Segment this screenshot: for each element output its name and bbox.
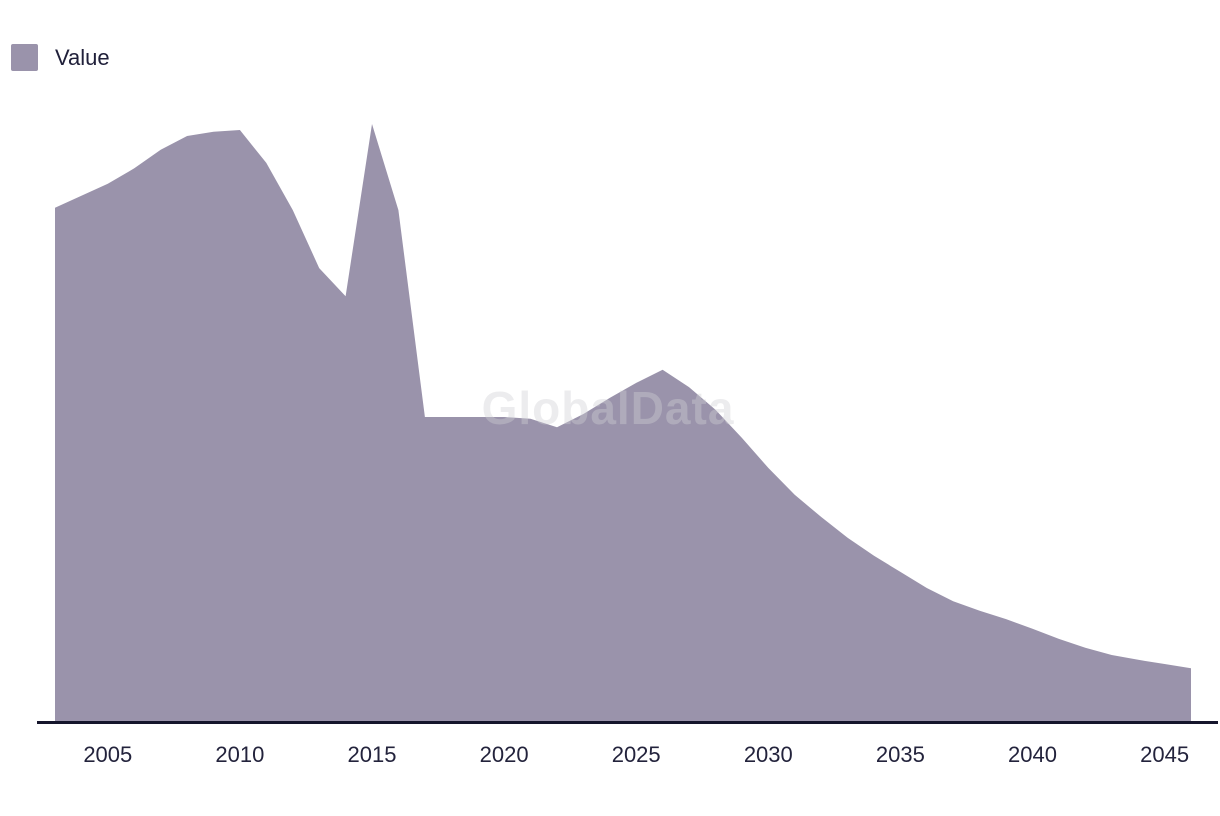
- x-tick-label-2015: 2015: [347, 742, 397, 767]
- x-tick-label-2045: 2045: [1140, 742, 1190, 767]
- x-tick-label-2035: 2035: [875, 742, 925, 767]
- x-tick-label-2030: 2030: [743, 742, 793, 767]
- legend-label: Value: [55, 45, 110, 70]
- x-tick-label-2020: 2020: [479, 742, 529, 767]
- x-tick-label-2025: 2025: [611, 742, 661, 767]
- x-tick-label-2040: 2040: [1008, 742, 1057, 767]
- x-axis: 2005 2010 2015 2020 2025 2030 2035 2040 2045: [0, 740, 1220, 770]
- legend-swatch: [11, 44, 38, 71]
- value-area-series: [55, 124, 1191, 722]
- x-tick-label-2010: 2010: [215, 742, 265, 767]
- x-tick-label-2005: 2005: [83, 742, 133, 767]
- legend-item-value[interactable]: Value: [11, 44, 110, 71]
